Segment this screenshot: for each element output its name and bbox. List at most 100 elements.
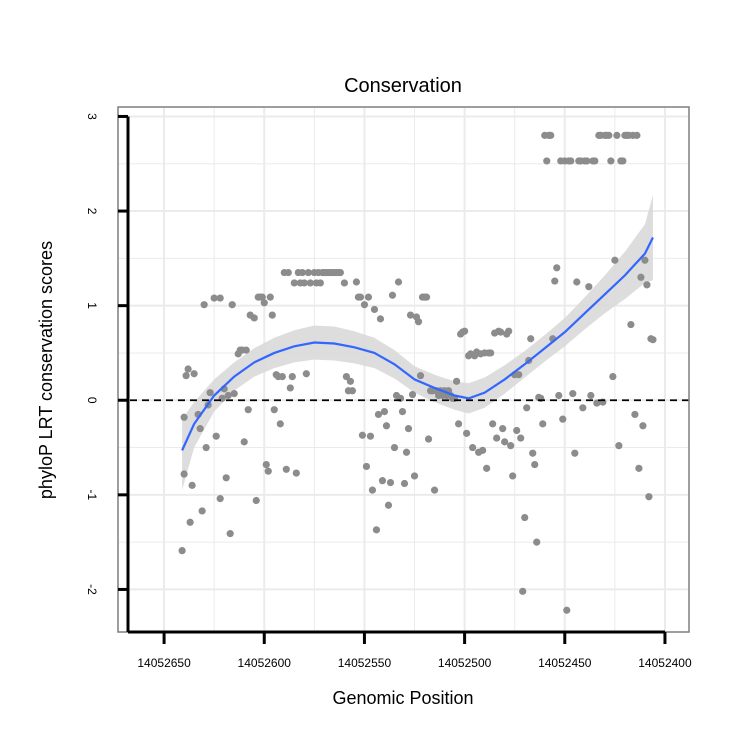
- data-point: [414, 318, 423, 326]
- data-point: [509, 472, 517, 480]
- data-point: [424, 435, 433, 443]
- y-tick-label: 1: [85, 302, 99, 309]
- data-point: [270, 406, 278, 414]
- data-point: [483, 464, 491, 472]
- x-axis-label: Genomic Position: [332, 688, 473, 708]
- smooth-line: [181, 237, 654, 451]
- data-point: [533, 538, 541, 546]
- data-point: [591, 157, 599, 165]
- data-point: [362, 462, 371, 471]
- data-point: [252, 496, 260, 505]
- data-point: [573, 278, 581, 286]
- data-point: [631, 410, 639, 419]
- data-point: [637, 273, 645, 281]
- data-point: [284, 268, 292, 277]
- data-point: [178, 547, 186, 555]
- data-point: [547, 131, 555, 139]
- data-point: [290, 279, 298, 287]
- y-axis: -2 -1 0 1 2 3: [85, 113, 130, 632]
- data-point: [527, 335, 535, 343]
- confidence-ribbon: [182, 194, 653, 491]
- data-point: [569, 390, 577, 398]
- data-point: [579, 404, 587, 412]
- y-tick-label: 3: [85, 113, 99, 120]
- data-point: [408, 390, 417, 399]
- data-point: [487, 349, 495, 357]
- y-tick-label: -2: [85, 584, 99, 595]
- data-point: [352, 278, 361, 286]
- data-point: [304, 268, 312, 277]
- data-point: [555, 391, 563, 400]
- data-point: [264, 467, 272, 475]
- data-point: [202, 443, 210, 452]
- data-point: [571, 449, 579, 457]
- data-point: [613, 131, 621, 139]
- data-point: [461, 327, 469, 335]
- data-point: [372, 526, 381, 534]
- data-point: [210, 294, 218, 302]
- data-point: [406, 311, 415, 319]
- y-axis-label: phyloP LRT conservation scores: [36, 241, 56, 499]
- data-point: [378, 477, 387, 485]
- data-point: [244, 406, 252, 414]
- data-point: [356, 293, 365, 301]
- data-point: [184, 365, 192, 373]
- data-point: [262, 460, 270, 469]
- data-point: [230, 390, 238, 398]
- data-point: [639, 422, 647, 430]
- data-point: [497, 328, 505, 336]
- data-point: [316, 279, 324, 287]
- data-point: [398, 407, 407, 416]
- data-point: [196, 425, 204, 433]
- points-layer: [178, 131, 657, 614]
- data-point: [505, 327, 513, 335]
- data-point: [182, 372, 190, 380]
- data-point: [539, 420, 547, 428]
- data-point: [507, 442, 515, 450]
- data-point: [416, 372, 425, 380]
- data-point: [454, 420, 463, 428]
- data-point: [641, 256, 649, 264]
- x-tick-label: 14052500: [438, 656, 492, 670]
- data-point: [342, 372, 350, 381]
- data-point: [226, 530, 234, 538]
- data-point: [605, 131, 613, 139]
- x-tick-label: 14052650: [137, 656, 191, 670]
- data-point: [250, 314, 258, 322]
- chart-title: Conservation: [344, 75, 462, 97]
- data-point: [479, 446, 487, 454]
- data-point: [553, 264, 561, 272]
- data-point: [615, 442, 623, 450]
- data-point: [645, 493, 653, 501]
- data-point: [180, 413, 188, 421]
- data-point: [404, 425, 413, 433]
- data-point: [515, 371, 523, 379]
- data-point: [422, 293, 431, 301]
- data-point: [216, 495, 224, 503]
- data-point: [410, 472, 419, 480]
- data-point: [384, 501, 393, 509]
- data-point: [593, 399, 601, 407]
- data-point: [390, 443, 399, 452]
- data-point: [198, 507, 206, 515]
- data-point: [513, 426, 521, 435]
- data-point: [452, 377, 461, 385]
- data-point: [358, 431, 367, 439]
- data-point: [300, 279, 308, 287]
- data-point: [493, 434, 501, 442]
- data-point: [188, 481, 196, 489]
- data-point: [469, 443, 477, 452]
- data-point: [563, 606, 571, 614]
- smooth-line-layer: [181, 237, 654, 451]
- data-point: [346, 377, 355, 385]
- data-point: [627, 320, 635, 329]
- data-point: [306, 279, 314, 287]
- data-point: [336, 268, 344, 277]
- data-point: [206, 389, 214, 397]
- confidence-ribbon-layer: [182, 194, 653, 491]
- data-point: [587, 391, 595, 400]
- data-point: [609, 372, 617, 381]
- data-point: [551, 277, 559, 285]
- x-axis: 14052650 14052600 14052550 14052500 14052450…: [128, 630, 692, 670]
- data-point: [240, 438, 248, 446]
